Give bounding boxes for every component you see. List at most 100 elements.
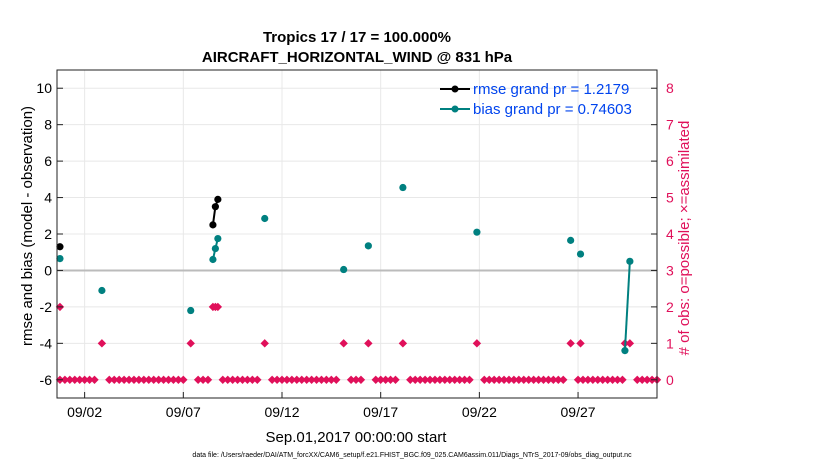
y-tick-label: 4 <box>44 190 52 206</box>
bias-point <box>340 265 348 274</box>
chart-title: Tropics 17 / 17 = 100.000% <box>263 29 451 46</box>
obs-assimilated-marker <box>455 375 464 384</box>
y2-tick-label: 8 <box>666 80 674 96</box>
legend-rmse-marker <box>451 85 459 93</box>
bias-point <box>187 306 195 315</box>
y2-tick-label: 0 <box>666 372 674 388</box>
obs-assimilated-marker <box>144 375 153 384</box>
obs-assimilated-marker <box>642 375 652 384</box>
obs-assimilated-marker <box>85 375 94 384</box>
legend-bias-label: bias grand pr = 0.74603 <box>473 101 632 118</box>
obs-assimilated-marker <box>267 375 277 384</box>
obs-possible-marker <box>260 339 269 348</box>
bias-point <box>214 234 222 243</box>
obs-assimilated-marker <box>425 375 435 384</box>
legend-bias-marker <box>451 105 459 113</box>
obs-assimilated-marker <box>129 375 139 384</box>
bias-series-line <box>623 261 631 351</box>
obs-assimilated-marker <box>90 375 99 384</box>
y-tick-label: 10 <box>36 80 52 96</box>
obs-assimilated-marker <box>233 375 242 384</box>
obs-assimilated-marker <box>411 375 420 384</box>
rmse-point <box>214 195 222 203</box>
y-tick-label: 2 <box>44 226 52 242</box>
obs-assimilated-marker <box>272 375 282 384</box>
obs-assimilated-marker <box>588 375 598 384</box>
y-axis-label: rmse and bias (model - observation) <box>19 106 36 346</box>
data-marks <box>55 183 662 384</box>
obs-assimilated-marker <box>504 375 514 384</box>
x-tick-label: 09/07 <box>166 404 201 420</box>
obs-assimilated-marker <box>637 375 647 384</box>
obs-assimilated-marker <box>371 375 380 384</box>
obs-possible-marker <box>186 339 195 348</box>
bias-point <box>626 257 634 265</box>
obs-assimilated-marker <box>327 375 336 384</box>
obs-possible-marker <box>566 339 575 348</box>
y-tick-label: 6 <box>44 153 52 169</box>
obs-assimilated-marker <box>391 375 400 384</box>
obs-assimilated-marker <box>406 375 415 384</box>
legend: rmse grand pr = 1.2179 bias grand pr = 0… <box>440 81 632 118</box>
obs-assimilated-marker <box>218 375 227 384</box>
y2-tick-label: 4 <box>666 226 674 242</box>
obs-assimilated-marker <box>415 375 425 384</box>
rmse-point <box>56 243 64 251</box>
obs-possible-marker <box>472 339 482 348</box>
obs-assimilated-marker <box>465 375 474 384</box>
obs-possible-marker <box>576 339 585 348</box>
obs-assimilated-marker <box>114 375 124 384</box>
obs-assimilated-marker <box>322 375 331 384</box>
obs-assimilated-marker <box>317 375 326 384</box>
obs-assimilated-marker <box>351 375 361 384</box>
bias-point <box>576 250 585 258</box>
x-tick-label: 09/22 <box>462 404 497 420</box>
obs-assimilated-marker <box>376 375 385 384</box>
bias-point <box>567 236 575 244</box>
obs-assimilated-marker <box>618 375 627 384</box>
obs-possible-marker <box>398 339 408 348</box>
obs-assimilated-marker <box>277 375 287 384</box>
obs-assimilated-marker <box>381 375 390 384</box>
obs-assimilated-marker <box>598 375 607 384</box>
obs-assimilated-marker <box>583 375 593 384</box>
obs-assimilated-marker <box>179 375 188 384</box>
axis-ticks: -6 -4 -2 0 2 4 6 8 10 0 1 2 3 4 5 6 7 8 09/02 09/07 09/12 09/… <box>36 80 674 420</box>
obs-assimilated-marker <box>65 375 75 384</box>
obs-assimilated-marker <box>60 375 70 384</box>
obs-assimilated-marker <box>430 375 440 384</box>
obs-assimilated-marker <box>292 375 302 384</box>
obs-assimilated-marker <box>297 375 306 384</box>
y2-tick-label: 5 <box>666 190 674 206</box>
rmse-point <box>209 221 217 229</box>
obs-assimilated-marker <box>485 375 494 384</box>
y2-tick-label: 7 <box>666 117 674 133</box>
obs-assimilated-marker <box>154 375 163 384</box>
bias-point <box>56 255 64 263</box>
obs-assimilated-marker <box>524 375 533 384</box>
obs-assimilated-marker <box>633 375 642 384</box>
obs-assimilated-marker <box>608 375 617 384</box>
obs-assimilated-marker <box>514 375 524 384</box>
obs-assimilated-marker <box>554 375 563 384</box>
bias-point <box>98 286 106 295</box>
obs-assimilated-marker <box>243 375 252 384</box>
obs-possible-marker <box>339 339 348 348</box>
obs-assimilated-marker <box>578 375 588 384</box>
obs-assimilated-marker <box>450 375 459 384</box>
x-axis-label: Sep.01,2017 00:00:00 start <box>266 429 448 446</box>
obs-assimilated-marker <box>70 375 79 384</box>
bias-point <box>364 242 372 250</box>
obs-assimilated-marker <box>519 375 528 384</box>
y-tick-label: 0 <box>44 262 52 278</box>
y-tick-label: -4 <box>40 335 53 351</box>
obs-assimilated-marker <box>139 375 149 384</box>
obs-assimilated-marker <box>480 375 489 384</box>
obs-assimilated-marker <box>494 375 504 384</box>
obs-assimilated-marker <box>539 375 548 384</box>
obs-assimilated-marker <box>549 375 558 384</box>
obs-assimilated-marker <box>440 375 450 384</box>
y2-tick-label: 6 <box>666 153 674 169</box>
obs-assimilated-marker <box>169 375 178 384</box>
